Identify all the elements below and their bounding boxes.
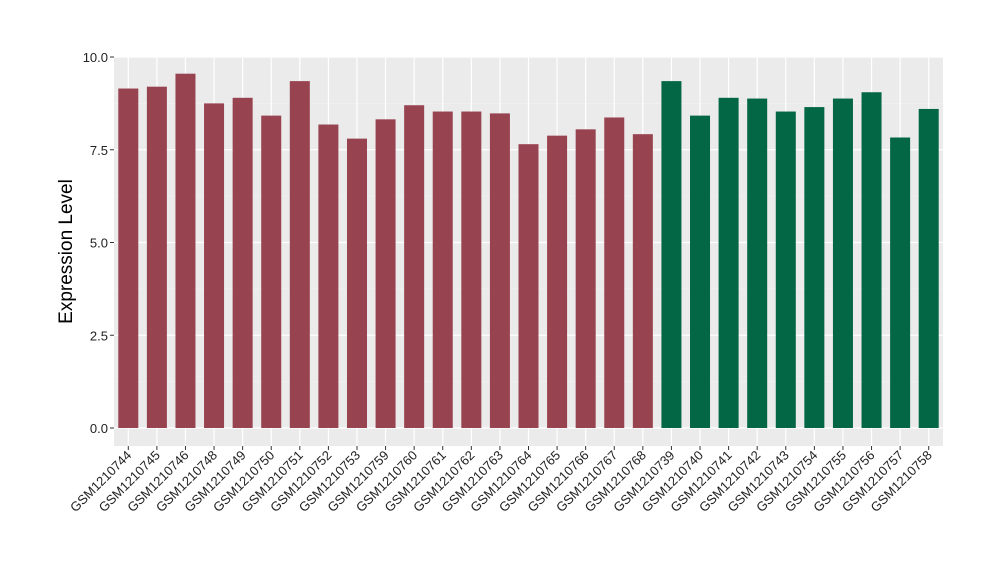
bar — [461, 111, 482, 429]
bar — [404, 105, 425, 428]
bar — [832, 98, 853, 428]
y-axis-title: Expression Level — [56, 179, 77, 324]
bar — [718, 97, 739, 428]
bar — [346, 138, 367, 428]
y-tick-label: 2.5 — [90, 328, 108, 343]
bar — [918, 108, 939, 428]
bar — [261, 115, 282, 429]
bar — [146, 86, 167, 429]
bar — [432, 111, 453, 429]
bar — [318, 124, 339, 428]
bar — [747, 98, 768, 428]
bar — [289, 81, 310, 429]
y-tick-label: 10.0 — [83, 50, 108, 65]
y-tick-label: 7.5 — [90, 143, 108, 158]
bar — [661, 81, 682, 429]
bar — [232, 97, 253, 428]
bar — [861, 92, 882, 429]
y-tick-label: 5.0 — [90, 236, 108, 251]
bar — [489, 113, 510, 428]
bar — [804, 107, 825, 429]
bar — [604, 117, 625, 429]
bar — [690, 115, 711, 429]
bar — [775, 111, 796, 429]
bar — [575, 129, 596, 428]
bar — [375, 119, 396, 428]
bar — [890, 137, 911, 428]
bar — [118, 88, 139, 428]
bar — [175, 73, 196, 428]
y-tick-label: 0.0 — [90, 421, 108, 436]
bar — [632, 134, 653, 428]
bar — [518, 144, 539, 428]
bar — [547, 135, 568, 429]
bar — [204, 103, 225, 428]
